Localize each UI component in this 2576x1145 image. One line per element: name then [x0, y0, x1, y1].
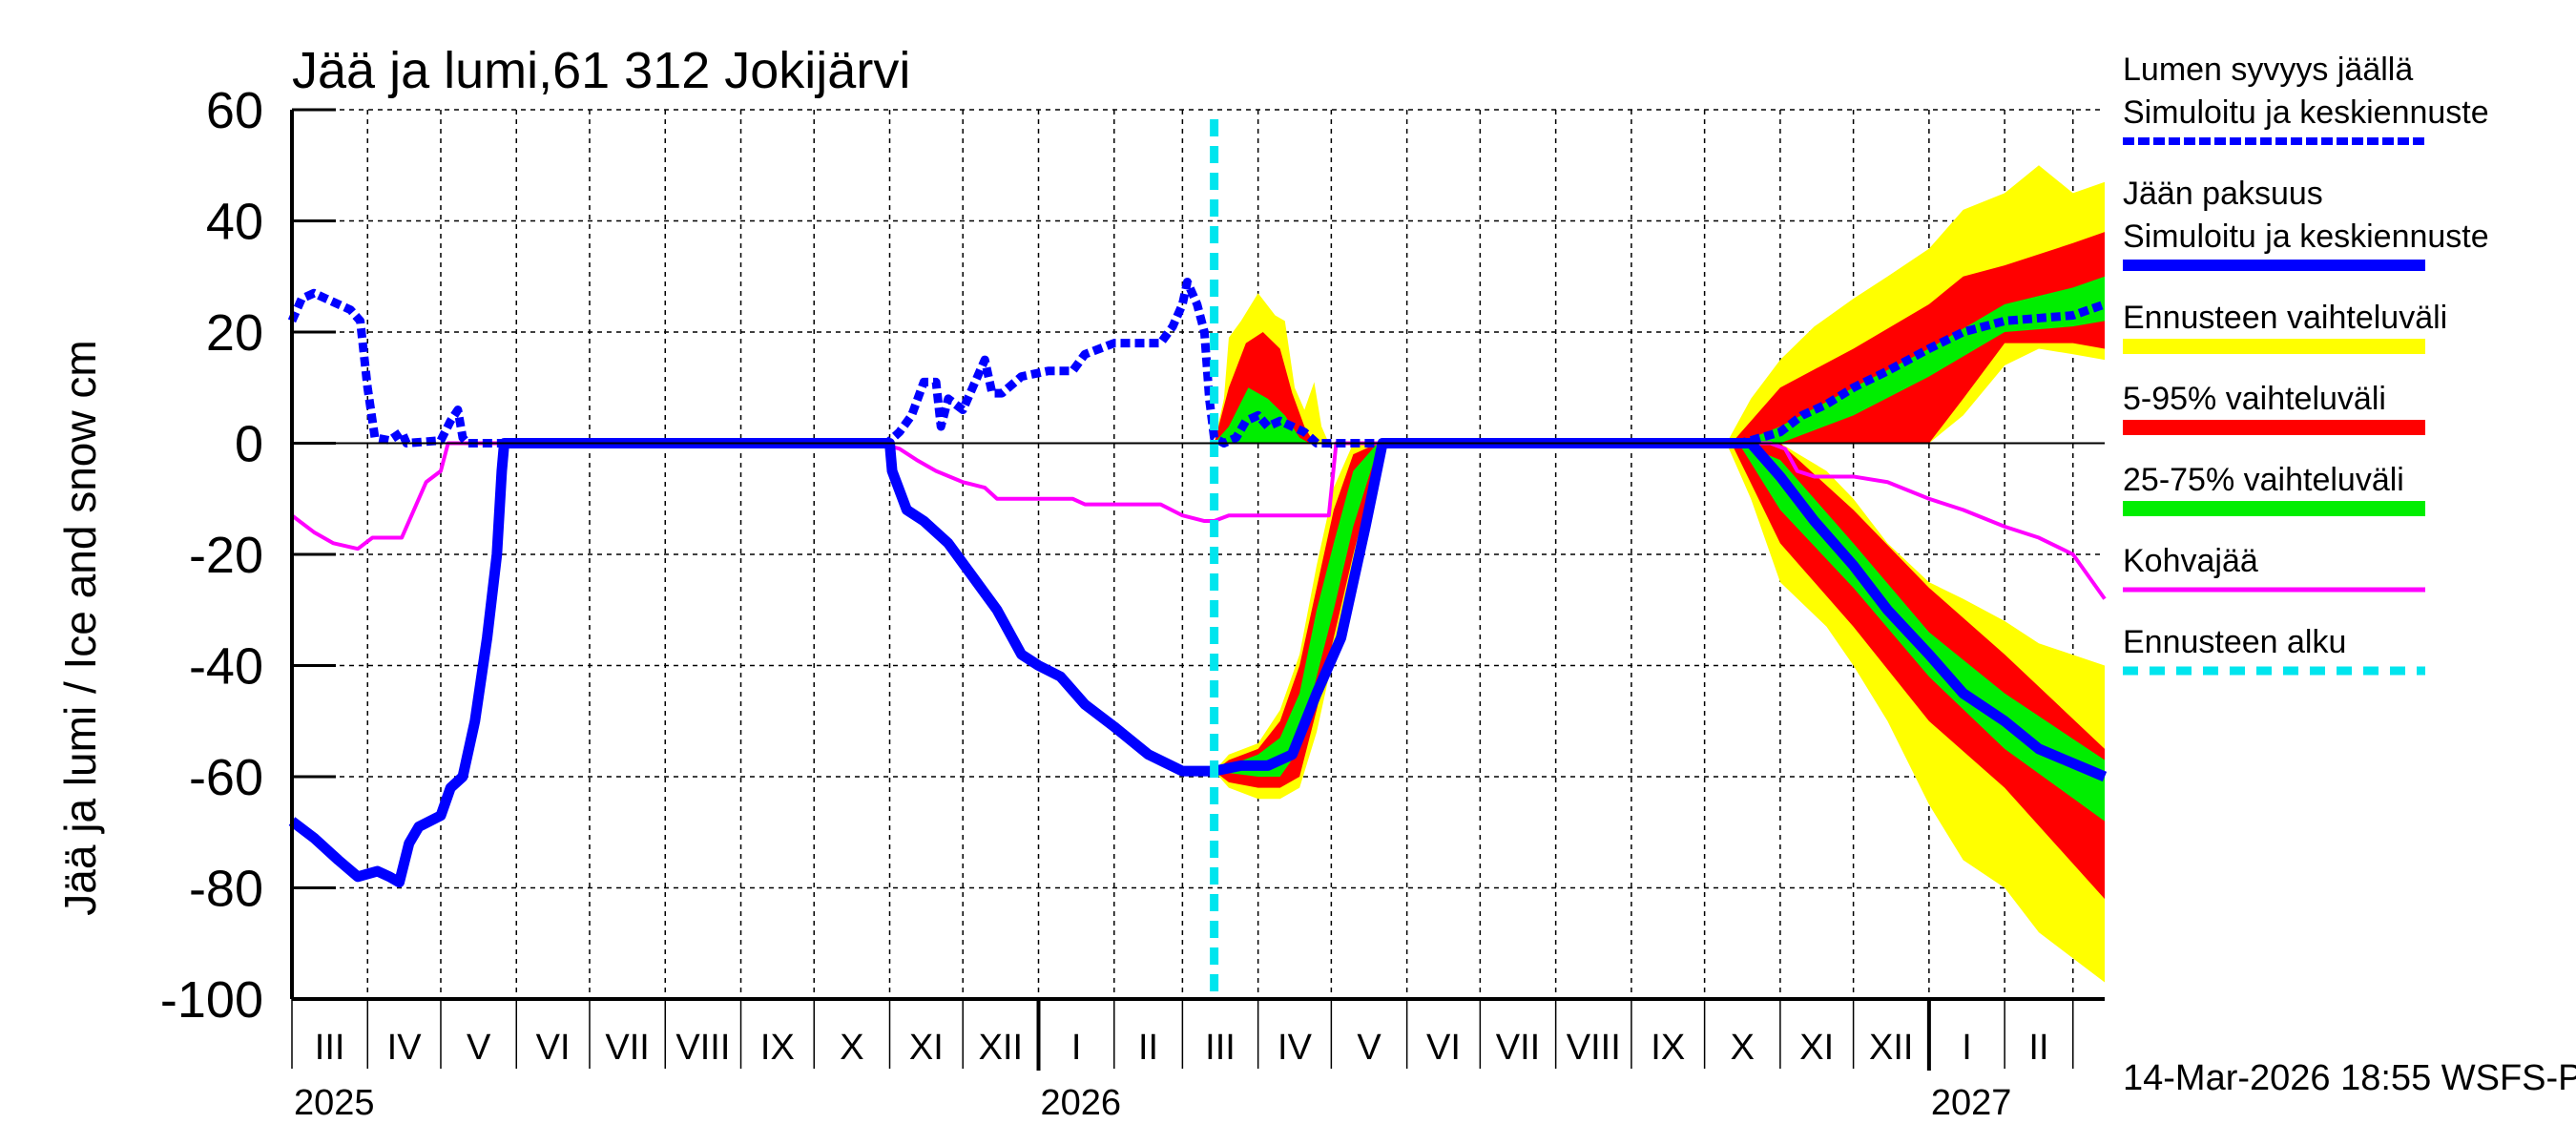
series-lines: [287, 119, 2108, 999]
y-tick-label: -100: [160, 971, 263, 1029]
series-ice: [288, 438, 2108, 888]
month-label: IV: [387, 1028, 423, 1068]
year-label: 2027: [1931, 1083, 2012, 1123]
year-label: 2026: [1041, 1083, 1122, 1123]
month-label: VII: [605, 1028, 649, 1068]
y-axis-label: Jää ja lumi / Ice and snow cm: [55, 340, 105, 915]
band-p25_75-spring-snow: [1214, 387, 1310, 444]
legend-label: Simuloitu ja keskiennuste: [2123, 94, 2489, 131]
month-label: XII: [979, 1028, 1023, 1068]
month-label: X: [1731, 1028, 1755, 1068]
y-tick-label: 20: [206, 304, 263, 362]
y-tick-label: -40: [189, 638, 263, 696]
month-label: XI: [909, 1028, 944, 1068]
series-snow: [287, 278, 2107, 448]
month-label: VIII: [1567, 1028, 1621, 1068]
month-label: V: [1357, 1028, 1381, 1068]
y-tick-label: 0: [235, 416, 263, 473]
y-tick-label: -60: [189, 749, 263, 806]
series-kohva: [290, 441, 2107, 600]
month-label: V: [467, 1028, 491, 1068]
legend-label: Kohvajää: [2123, 543, 2258, 579]
month-label: II: [2028, 1028, 2048, 1068]
y-tick-label: 60: [206, 82, 263, 139]
month-label: VI: [536, 1028, 571, 1068]
year-label: 2025: [294, 1083, 375, 1123]
legend-label: 5-95% vaihteluväli: [2123, 381, 2386, 417]
month-label: I: [1962, 1028, 1972, 1068]
timestamp: 14-Mar-2026 18:55 WSFS-P: [2123, 1058, 2576, 1098]
band-p25_75-spring-ice: [1214, 443, 1378, 777]
y-tick-label: 40: [206, 194, 263, 251]
month-label: I: [1071, 1028, 1082, 1068]
month-label: III: [1205, 1028, 1236, 1068]
month-label: X: [840, 1028, 863, 1068]
legend-label: Ennusteen vaihteluväli: [2123, 300, 2447, 336]
y-tick-label: -20: [189, 527, 263, 584]
month-label: IX: [760, 1028, 795, 1068]
chart-title: Jää ja lumi,61 312 Jokijärvi: [292, 42, 910, 99]
legend-label: Lumen syvyys jäällä: [2123, 52, 2413, 88]
month-label: II: [1138, 1028, 1158, 1068]
y-tick-label: -80: [189, 861, 263, 918]
month-label: VII: [1496, 1028, 1540, 1068]
month-label: VI: [1426, 1028, 1461, 1068]
legend-label: Simuloitu ja keskiennuste: [2123, 219, 2489, 255]
legend-label: 25-75% vaihteluväli: [2123, 462, 2404, 498]
month-label: XI: [1799, 1028, 1834, 1068]
forecast-bands: [1214, 165, 2105, 983]
month-label: XII: [1869, 1028, 1913, 1068]
legend-label: Jään paksuus: [2123, 176, 2323, 212]
month-label: IV: [1278, 1028, 1313, 1068]
month-label: III: [315, 1028, 345, 1068]
month-label: IX: [1651, 1028, 1685, 1068]
month-label: VIII: [675, 1028, 730, 1068]
band-p5_95-autumn-snow: [1731, 232, 2105, 444]
legend-label: Ennusteen alku: [2123, 624, 2346, 660]
legend: Lumen syvyys jäällä Simuloitu ja keskienn…: [2123, 52, 2489, 676]
